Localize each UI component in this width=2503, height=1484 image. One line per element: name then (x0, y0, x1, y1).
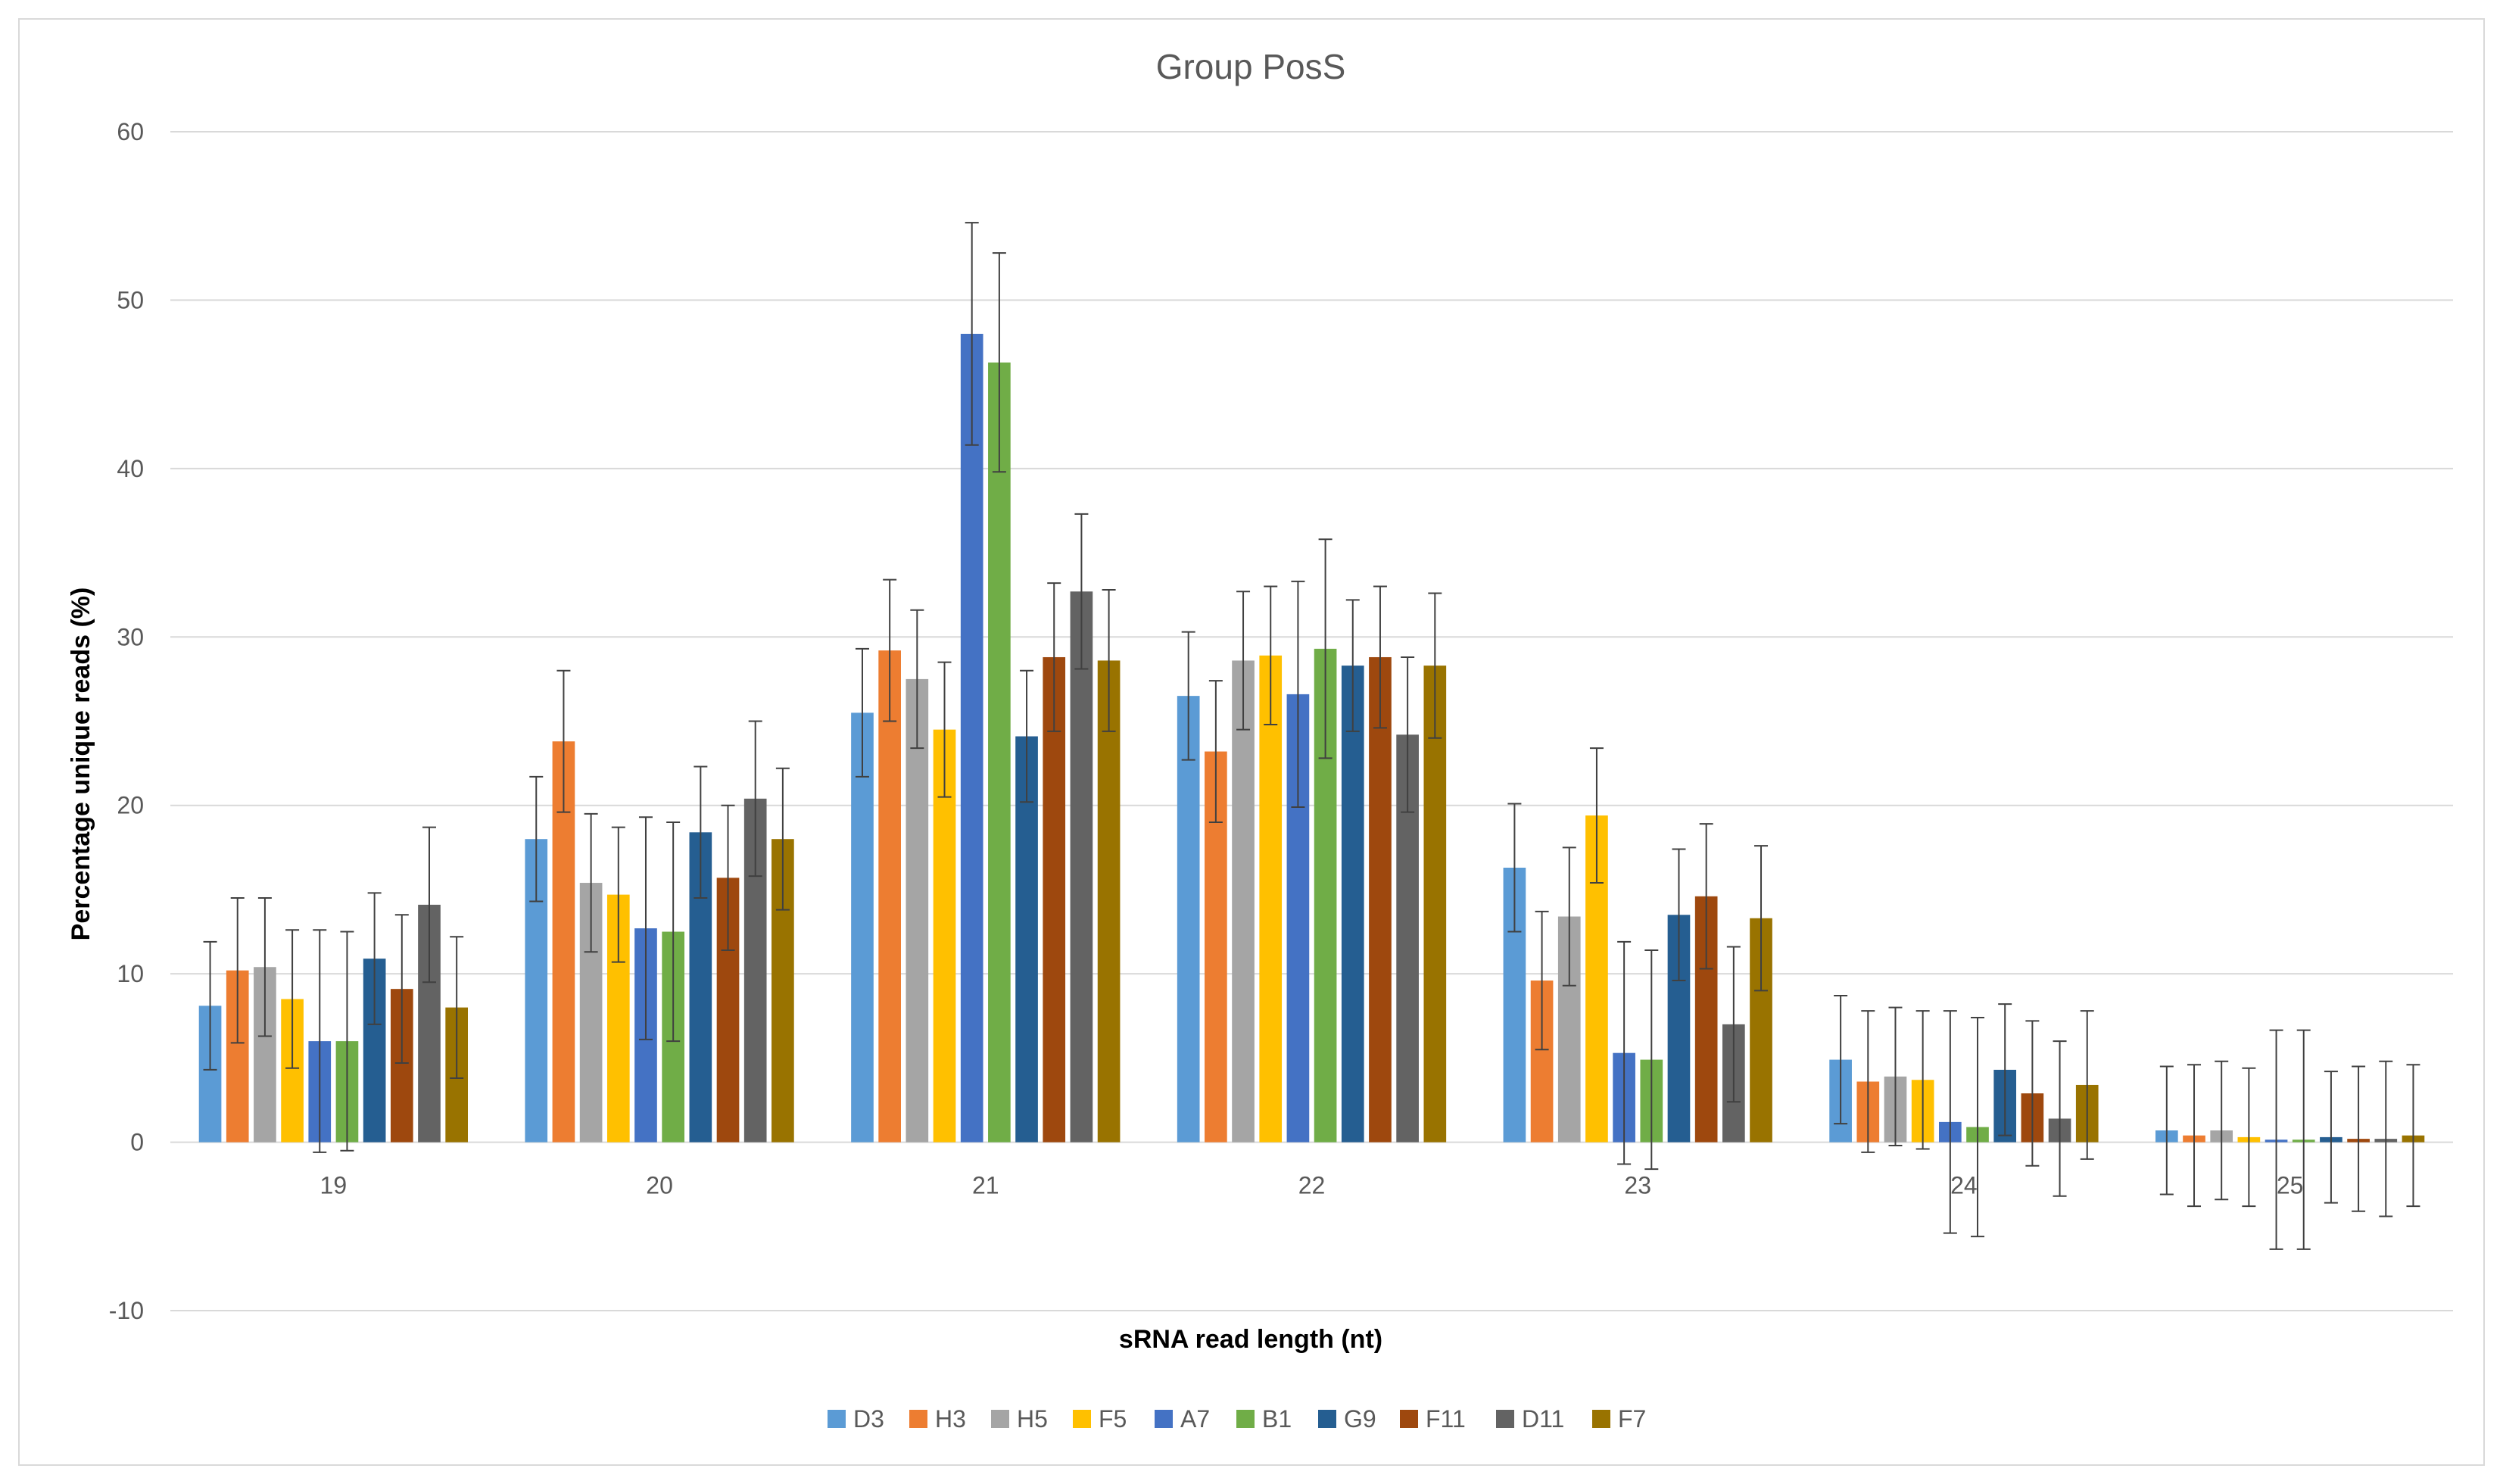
bar-G9-21 (1015, 736, 1038, 1143)
y-tick-label: 30 (117, 623, 144, 650)
bar-H3-21 (878, 650, 901, 1143)
y-axis-title: Percentage unique reads (%) (67, 588, 95, 941)
bar-D3-22 (1177, 696, 1200, 1143)
legend-swatch-F5 (1073, 1410, 1091, 1428)
x-axis-title: sRNA read length (nt) (1119, 1325, 1382, 1354)
legend-swatch-D3 (828, 1410, 846, 1428)
bar-B1-21 (988, 362, 1011, 1143)
legend: D3 H3 H5 F5 A7 B1 G9 F11 D11 F7 (828, 1405, 1646, 1433)
x-axis-ticks: 19 20 21 22 23 24 25 (320, 1172, 2304, 1199)
chart-title: Group PosS (1156, 47, 1346, 86)
legend-label-B1: B1 (1262, 1405, 1292, 1433)
y-tick-label: 40 (117, 455, 144, 482)
bar-D3-21 (851, 712, 874, 1143)
bar-F5-21 (933, 729, 956, 1143)
x-tick-label: 22 (1298, 1172, 1326, 1199)
bar-F7-21 (1097, 660, 1121, 1143)
y-axis-ticks: -10 0 10 20 30 40 50 60 (109, 118, 144, 1324)
bar-D11-21 (1070, 591, 1093, 1143)
legend-swatch-F7 (1592, 1410, 1610, 1428)
legend-label-F11: F11 (1426, 1405, 1466, 1433)
error-bars (203, 222, 2420, 1250)
legend-swatch-G9 (1318, 1410, 1336, 1428)
bar-H5-22 (1232, 660, 1255, 1143)
x-tick-label: 21 (972, 1172, 999, 1199)
legend-label-H5: H5 (1017, 1405, 1048, 1433)
bar-F5-22 (1259, 655, 1283, 1143)
gridlines (170, 131, 2453, 1311)
bar-H5-21 (906, 678, 929, 1143)
legend-swatch-H3 (909, 1410, 927, 1428)
legend-label-A7: A7 (1180, 1405, 1210, 1433)
bar-G9-22 (1341, 666, 1364, 1143)
x-tick-label: 25 (2277, 1172, 2304, 1199)
legend-label-G9: G9 (1344, 1405, 1376, 1433)
legend-swatch-A7 (1155, 1410, 1173, 1428)
legend-swatch-F11 (1400, 1410, 1418, 1428)
y-tick-label: 50 (117, 286, 144, 313)
y-tick-label: 20 (117, 792, 144, 819)
legend-label-H3: H3 (935, 1405, 966, 1433)
legend-label-F7: F7 (1618, 1405, 1646, 1433)
y-tick-label: 60 (117, 118, 144, 145)
legend-swatch-D11 (1496, 1410, 1514, 1428)
x-tick-label: 24 (1950, 1172, 1978, 1199)
x-tick-label: 23 (1624, 1172, 1651, 1199)
bar-F11-22 (1369, 656, 1392, 1143)
x-tick-label: 20 (646, 1172, 673, 1199)
y-tick-label: -10 (109, 1297, 144, 1324)
legend-label-D11: D11 (1522, 1405, 1564, 1433)
legend-swatch-B1 (1236, 1410, 1255, 1428)
y-tick-label: 10 (117, 960, 144, 987)
legend-label-D3: D3 (853, 1405, 884, 1433)
x-tick-label: 19 (320, 1172, 348, 1199)
bars (198, 333, 2425, 1143)
bar-A7-21 (960, 333, 983, 1143)
y-tick-label: 0 (130, 1129, 144, 1156)
bar-F7-22 (1423, 666, 1447, 1143)
bar-F11-21 (1043, 656, 1066, 1143)
legend-label-F5: F5 (1099, 1405, 1127, 1433)
legend-swatch-H5 (991, 1410, 1009, 1428)
